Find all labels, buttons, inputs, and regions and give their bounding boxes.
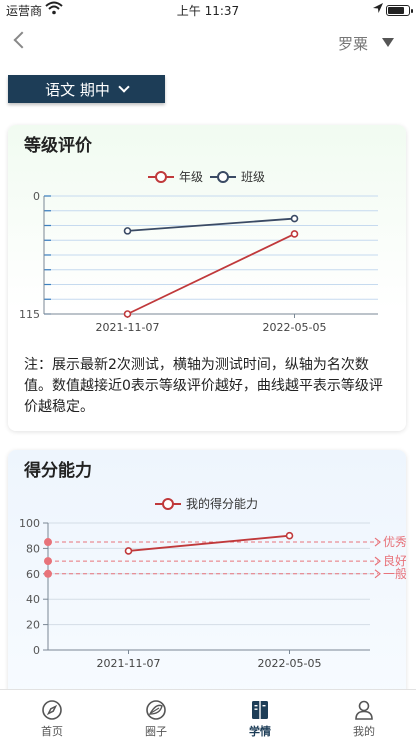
x-tick-label: 2022-05-05 <box>263 321 327 334</box>
location-arrow-icon <box>373 3 383 13</box>
status-bar: 运营商 上午 11:37 <box>0 0 416 20</box>
reference-label: 一般 <box>383 566 406 581</box>
legend-marker <box>217 171 229 183</box>
carrier-label: 运营商 <box>6 4 43 18</box>
score-card: 我的得分能力 0 20 40 60 80 100 2021-11-07 2022-05-05 优秀… <box>8 450 406 689</box>
caret-down-icon[interactable] <box>382 38 394 47</box>
exam-selector-label: 语文 期中 <box>45 80 110 99</box>
y-tick-label: 0 <box>33 644 40 657</box>
tab-home-label: 首页 <box>41 725 63 738</box>
legend-marker <box>162 498 174 510</box>
y-tick-label: 115 <box>19 308 40 321</box>
leaf-icon <box>146 700 166 720</box>
score-card-title: 得分能力 <box>24 461 92 481</box>
reference-label: 良好 <box>383 553 406 568</box>
reference-marker <box>44 569 52 578</box>
exam-selector[interactable]: 语文 期中 <box>8 75 165 103</box>
reference-arrow <box>374 537 381 547</box>
tab-me[interactable]: 我的 <box>312 690 416 744</box>
score-chart: 我的得分能力 0 20 40 60 80 100 2021-11-07 2022-05-05 优秀… <box>19 496 406 670</box>
series-line <box>127 217 295 232</box>
compass-icon <box>42 700 62 720</box>
x-tick-label: 2021-11-07 <box>96 321 160 334</box>
legend-label: 我的得分能力 <box>186 496 258 511</box>
y-tick-label: 20 <box>26 619 40 632</box>
chevron-down-icon <box>118 80 130 93</box>
legend-label: 年级 <box>179 170 203 184</box>
grade-chart: 年级 班级 115 0 2021-11-07 2022-05-05 <box>19 170 378 334</box>
legend-label: 班级 <box>241 170 265 184</box>
back-icon[interactable] <box>10 30 32 52</box>
wifi-icon <box>45 1 63 15</box>
main-content[interactable]: 语文 期中 年级 班级 115 0 2021-11-07 2022-05-05 等级评价 … <box>0 64 416 689</box>
y-tick-label: 60 <box>26 568 40 581</box>
battery-icon <box>386 5 413 16</box>
tab-study[interactable]: 学情 <box>208 690 312 744</box>
grade-card-title: 等级评价 <box>24 136 92 156</box>
grade-card: 年级 班级 115 0 2021-11-07 2022-05-05 等级评价 注：展示最新… <box>8 125 406 431</box>
tab-circle-label: 圈子 <box>145 725 167 738</box>
reference-label: 优秀 <box>383 535 406 549</box>
x-tick-label: 2021-11-07 <box>97 657 161 670</box>
legend-marker <box>155 171 167 183</box>
clock: 上午 11:37 <box>176 4 240 18</box>
data-point <box>285 531 294 540</box>
reference-arrow <box>374 569 381 579</box>
tab-circle[interactable]: 圈子 <box>104 690 208 744</box>
tab-study-label: 学情 <box>249 725 271 738</box>
data-point <box>290 214 299 223</box>
reference-marker <box>44 538 52 547</box>
person-icon <box>355 700 373 720</box>
grade-note: 注：展示最新2次测试，横轴为测试时间，纵轴为名次数值。数值越接近0表示等级评价越… <box>24 357 383 415</box>
nav-bar: 罗粟 <box>0 20 416 64</box>
series-line <box>128 534 290 552</box>
data-point <box>123 310 132 318</box>
data-point <box>123 227 132 235</box>
data-point <box>290 230 299 238</box>
y-tick-label: 0 <box>33 190 40 203</box>
data-point <box>124 547 133 555</box>
book-icon <box>252 701 268 719</box>
series-line <box>127 233 295 315</box>
reference-arrow <box>374 556 381 566</box>
reference-marker <box>44 557 52 566</box>
y-tick-label: 40 <box>26 593 40 606</box>
tab-bar: 首页 圈子 学情 我的 <box>0 689 416 744</box>
y-tick-label: 80 <box>26 542 40 555</box>
user-name[interactable]: 罗粟 <box>338 35 369 53</box>
tab-me-label: 我的 <box>353 725 375 738</box>
y-tick-label: 100 <box>19 517 40 530</box>
x-tick-label: 2022-05-05 <box>258 657 322 670</box>
tab-home[interactable]: 首页 <box>0 690 104 744</box>
